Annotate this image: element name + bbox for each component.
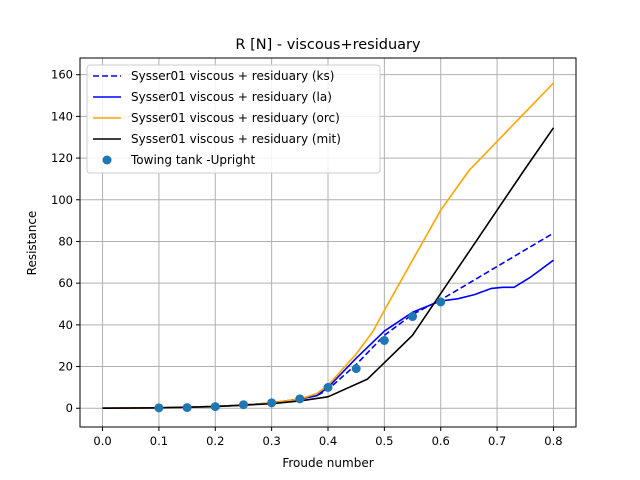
- scatter-point: [351, 364, 361, 374]
- y-tick-label: 160: [51, 68, 73, 82]
- legend-label: Sysser01 viscous + residuary (orc): [131, 111, 340, 125]
- y-tick-label: 40: [58, 318, 73, 332]
- x-axis-label: Froude number: [282, 456, 373, 470]
- x-tick-label: 0.6: [432, 434, 450, 448]
- legend-box: [86, 64, 381, 174]
- scatter-point: [210, 402, 220, 412]
- x-tick-label: 0.7: [488, 434, 506, 448]
- y-axis-label: Resistance: [25, 211, 39, 276]
- legend-label: Sysser01 viscous + residuary (la): [131, 90, 332, 104]
- chart-title: R [N] - viscous+residuary: [235, 37, 421, 53]
- legend-label: Towing tank -Upright: [130, 153, 255, 167]
- axis-ticks: 0.0 0.1 0.2 0.3 0.4 0.5 0.6 0.7 0.8 0 20 40 60 80 100 1…: [51, 68, 563, 448]
- y-tick-label: 120: [51, 151, 73, 165]
- y-tick-label: 0: [66, 401, 73, 415]
- scatter-point: [295, 394, 305, 404]
- x-tick-label: 0.2: [206, 434, 224, 448]
- x-tick-label: 0.8: [544, 434, 562, 448]
- legend-label: Sysser01 viscous + residuary (ks): [131, 69, 334, 83]
- scatter-point: [154, 403, 164, 413]
- legend: Sysser01 viscous + residuary (ks) Sysser0…: [86, 64, 381, 174]
- y-tick-label: 20: [58, 360, 73, 374]
- scatter-point: [267, 398, 277, 408]
- x-tick-label: 0.5: [375, 434, 393, 448]
- scatter-point: [323, 382, 333, 392]
- y-tick-label: 100: [51, 193, 73, 207]
- scatter-point: [436, 297, 446, 307]
- towing-tank-points: [154, 297, 446, 413]
- legend-label: Sysser01 viscous + residuary (mit): [131, 132, 341, 146]
- scatter-point: [379, 335, 389, 345]
- y-tick-label: 140: [51, 109, 73, 123]
- x-tick-label: 0.4: [319, 434, 337, 448]
- x-tick-label: 0.1: [150, 434, 168, 448]
- scatter-point: [182, 403, 192, 413]
- legend-marker: [102, 155, 112, 165]
- y-tick-label: 60: [58, 276, 73, 290]
- x-tick-label: 0.0: [93, 434, 111, 448]
- x-tick-label: 0.3: [262, 434, 280, 448]
- y-tick-label: 80: [58, 234, 73, 248]
- scatter-point: [238, 400, 248, 410]
- scatter-point: [408, 312, 418, 322]
